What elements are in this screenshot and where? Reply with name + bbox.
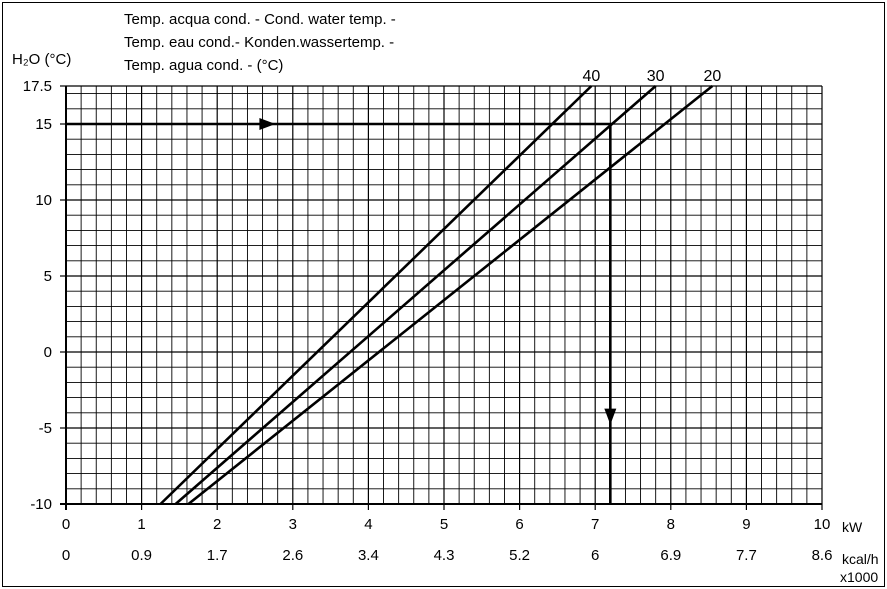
arrow-down-icon: [604, 408, 617, 425]
x-tick-label-secondary: 2.6: [282, 547, 303, 564]
x-tick-label-secondary: 4.3: [434, 547, 455, 564]
x-tick-label: 1: [137, 516, 145, 533]
x-tick-label: 4: [364, 516, 372, 533]
tick-labels: 17.5 15 10 5 0 -5 -10 0 1 2 3 4 5 6 7 8 9 10 0 0.9 1.7 2.6 3.4…: [23, 78, 833, 564]
x-tick-label-secondary: 6.9: [660, 547, 681, 564]
y-tick-label: 0: [44, 344, 52, 361]
x-tick-label: 2: [213, 516, 221, 533]
y-tick-label: 15: [35, 116, 52, 133]
x-tick-label: 9: [742, 516, 750, 533]
grid-major: [65, 85, 823, 505]
x-tick-label-secondary: 8.6: [812, 547, 833, 564]
series-line-20: [187, 84, 714, 506]
series-labels: 40 30 20: [583, 68, 722, 85]
title-line-2: Temp. eau cond.- Konden.wassertemp. -: [124, 34, 394, 51]
x-tick-label: 6: [515, 516, 523, 533]
x-tick-label: 3: [289, 516, 297, 533]
x-tick-label-secondary: 3.4: [358, 547, 379, 564]
example-path-line: [66, 122, 612, 504]
x-tick-label-secondary: 1.7: [207, 547, 228, 564]
series-label-20: 20: [703, 68, 721, 85]
y-tick-label: -5: [39, 420, 52, 437]
x-tick-label-secondary: 0: [62, 547, 70, 564]
arrow-right-icon: [259, 118, 276, 130]
x-tick-label: 0: [62, 516, 70, 533]
y-tick-label: 5: [44, 268, 52, 285]
series-label-40: 40: [583, 68, 601, 85]
x-axis-label-kw: kW: [842, 519, 863, 535]
x-tick-label: 7: [591, 516, 599, 533]
x-tick-label-secondary: 6: [591, 547, 599, 564]
y-tick-label: 17.5: [23, 78, 52, 95]
series-layer: [159, 84, 714, 506]
title-line-1: Temp. acqua cond. - Cond. water temp. -: [124, 11, 396, 28]
x-tick-label-secondary: 5.2: [509, 547, 530, 564]
y-tick-label: -10: [30, 496, 52, 513]
x-axis-label-multiplier: x1000: [840, 569, 878, 585]
y-tick-label: 10: [35, 192, 52, 209]
y-axis-label: H₂O (°C): [12, 51, 71, 68]
series-line-40: [159, 85, 593, 505]
series-line-30: [174, 85, 657, 505]
axes: [60, 85, 823, 510]
x-tick-label-secondary: 7.7: [736, 547, 757, 564]
x-tick-label-secondary: 0.9: [131, 547, 152, 564]
title-line-3: Temp. agua cond. - (°C): [124, 57, 283, 74]
x-tick-label: 10: [814, 516, 831, 533]
series-label-30: 30: [647, 68, 665, 85]
example-path: [66, 118, 617, 504]
x-tick-label: 8: [667, 516, 675, 533]
x-axis-label-kcal: kcal/h: [842, 551, 879, 567]
x-tick-label: 5: [440, 516, 448, 533]
